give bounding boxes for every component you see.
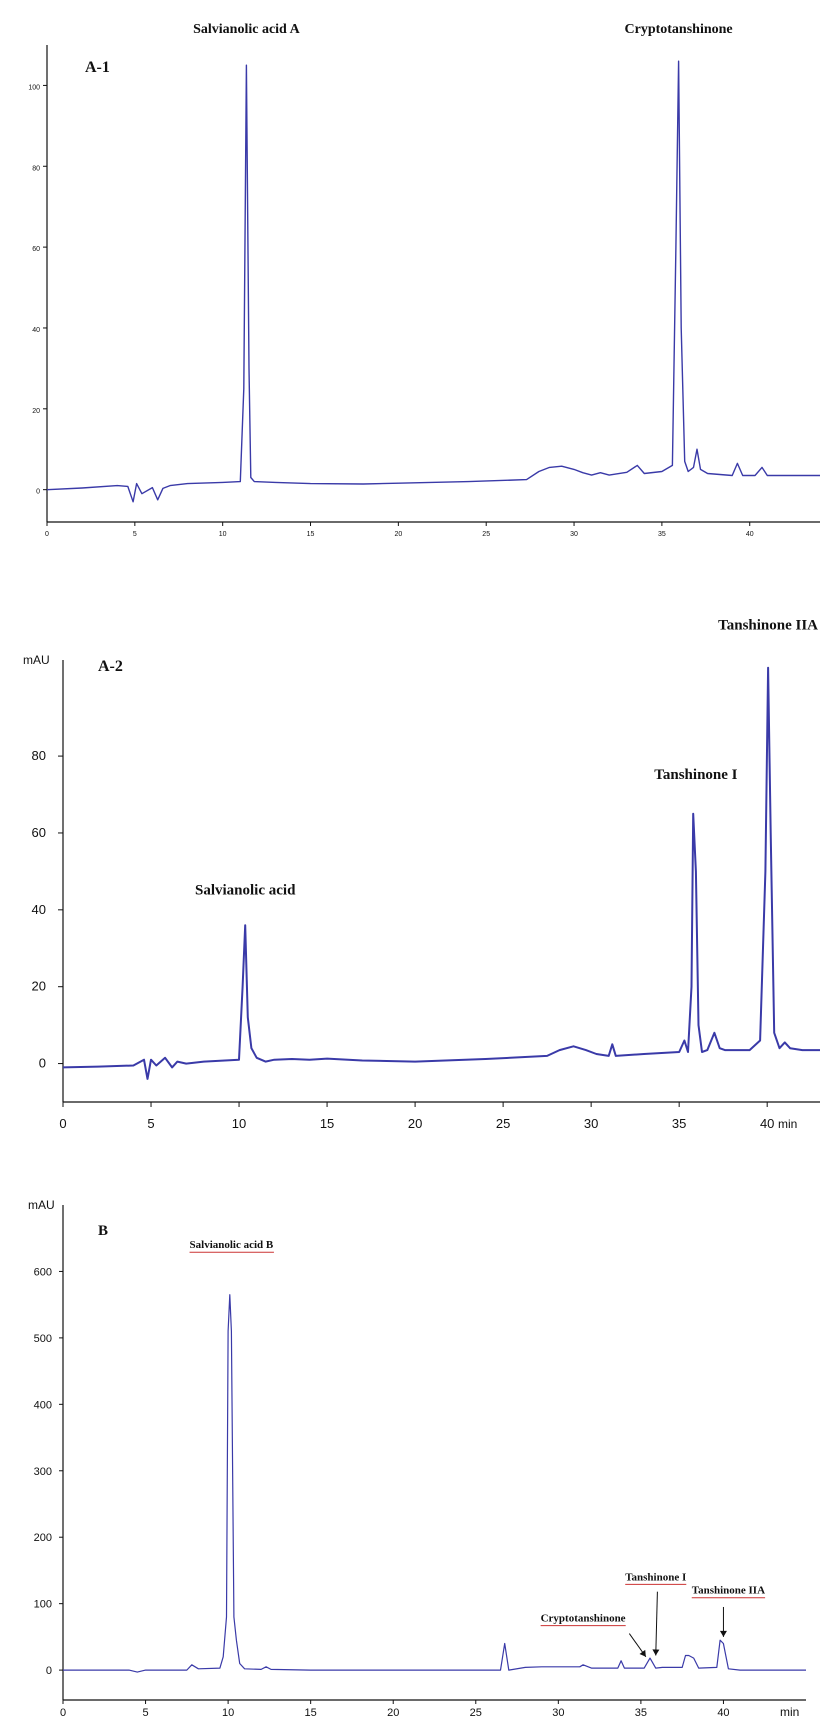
peak-arrows (628, 1591, 727, 1658)
x-tick-label: 0 (45, 531, 49, 538)
y-tick-label: 100 (28, 84, 40, 91)
x-tick-label: 40 (760, 1116, 774, 1131)
y-axis-unit: mAU (28, 1198, 55, 1212)
peak-labels: Salvianolic acid B Cryptotanshinone Tans… (190, 1239, 766, 1624)
x-tick-label: 25 (496, 1116, 510, 1131)
x-tick-label: 5 (133, 531, 137, 538)
x-tick-label: 5 (147, 1116, 154, 1131)
y-tick-label: 20 (32, 408, 40, 415)
x-tick-labels: 0 5 10 15 20 25 30 35 40 (45, 531, 754, 538)
arrow-head (639, 1649, 646, 1657)
x-tick-label: 20 (408, 1116, 422, 1131)
x-tick-label: 40 (746, 531, 754, 538)
y-tick-label: 600 (34, 1266, 52, 1278)
y-tick-label: 0 (36, 489, 40, 496)
y-tick-label: 200 (34, 1532, 52, 1544)
y-axis-unit: mAU (23, 653, 50, 667)
x-tick-label: 30 (552, 1707, 564, 1719)
chart-a2: mAU min A-2 0 5 10 15 20 25 30 35 40 0 2… (23, 617, 820, 1131)
y-tick-label: 60 (32, 825, 46, 840)
chromatogram-trace (62, 666, 820, 1080)
peak-label: Salvianolic acid B (190, 1239, 274, 1251)
y-tick-label: 20 (32, 979, 46, 994)
x-tick-label: 25 (482, 531, 490, 538)
x-tick-label: 15 (320, 1116, 334, 1131)
y-tick-label: 60 (32, 246, 40, 253)
peak-label: Tanshinone I (654, 767, 737, 783)
y-tick-label: 100 (34, 1599, 52, 1611)
chromatogram-trace (46, 60, 820, 503)
y-tick-labels: 0 100 200 300 400 500 600 (34, 1266, 52, 1677)
x-tick-label: 30 (570, 531, 578, 538)
x-tick-label: 0 (60, 1707, 66, 1719)
arrow-head (719, 1630, 727, 1637)
x-tick-label: 0 (59, 1116, 66, 1131)
y-tick-label: 0 (39, 1056, 46, 1071)
y-tick-label: 300 (34, 1466, 52, 1478)
chart-b: mAU min B 0 5 10 15 20 25 30 35 40 0 100… (28, 1198, 806, 1719)
x-tick-label: 30 (584, 1116, 598, 1131)
x-tick-labels: 0 5 10 15 20 25 30 35 40 (59, 1116, 774, 1131)
peak-label: Salvianolic acid A (193, 22, 300, 37)
arrow-shaft (655, 1591, 658, 1656)
x-tick-label: 20 (387, 1707, 399, 1719)
peak-label: Tanshinone IIA (692, 1585, 765, 1597)
x-tick-label: 10 (219, 531, 227, 538)
panel-label: B (98, 1223, 108, 1239)
peak-label: Cryptotanshinone (625, 22, 733, 37)
panel-label: A-2 (98, 658, 123, 675)
peak-label: Tanshinone I (625, 1571, 686, 1583)
x-tick-label: 15 (305, 1707, 317, 1719)
x-tick-label: 35 (658, 531, 666, 538)
x-tick-label: 10 (232, 1116, 246, 1131)
y-tick-label: 40 (32, 327, 40, 334)
x-tick-labels: 0 5 10 15 20 25 30 35 40 (60, 1707, 730, 1719)
arrow-head (652, 1649, 660, 1656)
x-tick-label: 40 (717, 1707, 729, 1719)
chromatogram-trace (63, 1294, 806, 1673)
x-tick-label: 35 (635, 1707, 647, 1719)
y-tick-labels: 0 20 40 60 80 (32, 748, 46, 1070)
x-tick-label: 10 (222, 1707, 234, 1719)
x-tick-label: 25 (470, 1707, 482, 1719)
y-tick-label: 400 (34, 1399, 52, 1411)
x-tick-label: 35 (672, 1116, 686, 1131)
x-tick-label: 5 (142, 1707, 148, 1719)
y-tick-label: 80 (32, 748, 46, 763)
x-axis-unit: min (778, 1117, 797, 1131)
y-tick-labels: 0 20 40 60 80 100 (28, 84, 40, 495)
peak-labels: Salvianolic acid Tanshinone I Tanshinone… (195, 617, 818, 898)
peak-label: Tanshinone IIA (718, 617, 818, 633)
y-tick-label: 80 (32, 165, 40, 172)
x-axis-unit: min (780, 1705, 799, 1719)
y-tick-label: 0 (46, 1665, 52, 1677)
x-tick-label: 20 (394, 531, 402, 538)
peak-label: Salvianolic acid (195, 882, 296, 898)
chart-a1: A-1 0 5 10 15 20 25 30 35 40 0 20 40 60 … (28, 22, 820, 538)
y-tick-label: 500 (34, 1333, 52, 1345)
x-tick-label: 15 (307, 531, 315, 538)
y-tick-label: 40 (32, 902, 46, 917)
panel-label: A-1 (85, 59, 110, 76)
peak-labels: Salvianolic acid A Cryptotanshinone (193, 22, 733, 37)
peak-label: Cryptotanshinone (541, 1613, 626, 1625)
